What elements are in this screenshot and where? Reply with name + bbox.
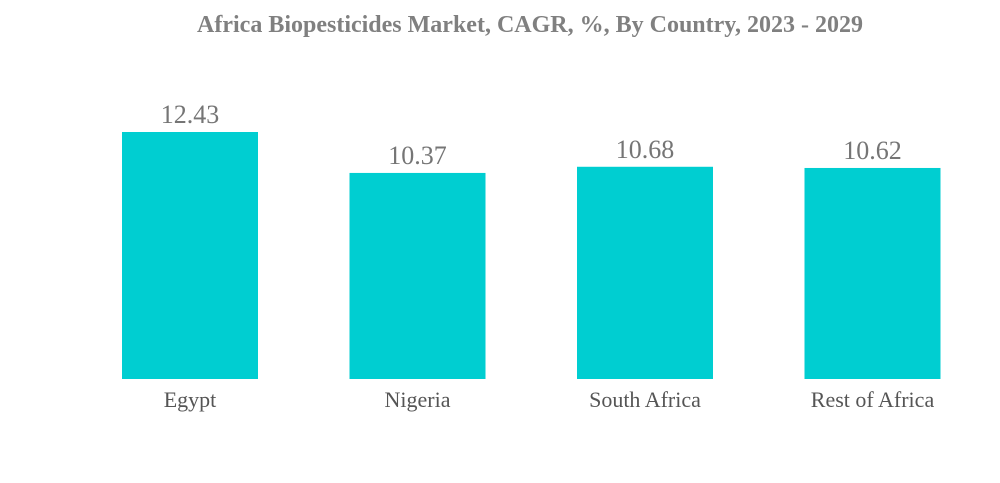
chart-title: Africa Biopesticides Market, CAGR, %, By… — [197, 12, 863, 38]
category-label-rest-of-africa: Rest of Africa — [811, 387, 935, 412]
bar-egypt — [122, 132, 258, 379]
bar-south-africa — [577, 166, 713, 379]
value-labels-group: 12.43 10.37 10.68 10.62 — [161, 100, 902, 170]
bar-nigeria — [349, 172, 486, 379]
bars-group — [122, 132, 941, 379]
value-label-rest-of-africa: 10.62 — [843, 136, 902, 165]
category-label-egypt: Egypt — [164, 387, 217, 412]
bar-rest-of-africa — [804, 167, 941, 379]
value-label-egypt: 12.43 — [161, 100, 220, 129]
category-label-nigeria: Nigeria — [385, 387, 451, 412]
category-labels-group: Egypt Nigeria South Africa Rest of Africa — [164, 387, 935, 412]
category-label-south-africa: South Africa — [589, 387, 701, 412]
value-label-south-africa: 10.68 — [616, 135, 675, 164]
value-label-nigeria: 10.37 — [388, 141, 447, 170]
